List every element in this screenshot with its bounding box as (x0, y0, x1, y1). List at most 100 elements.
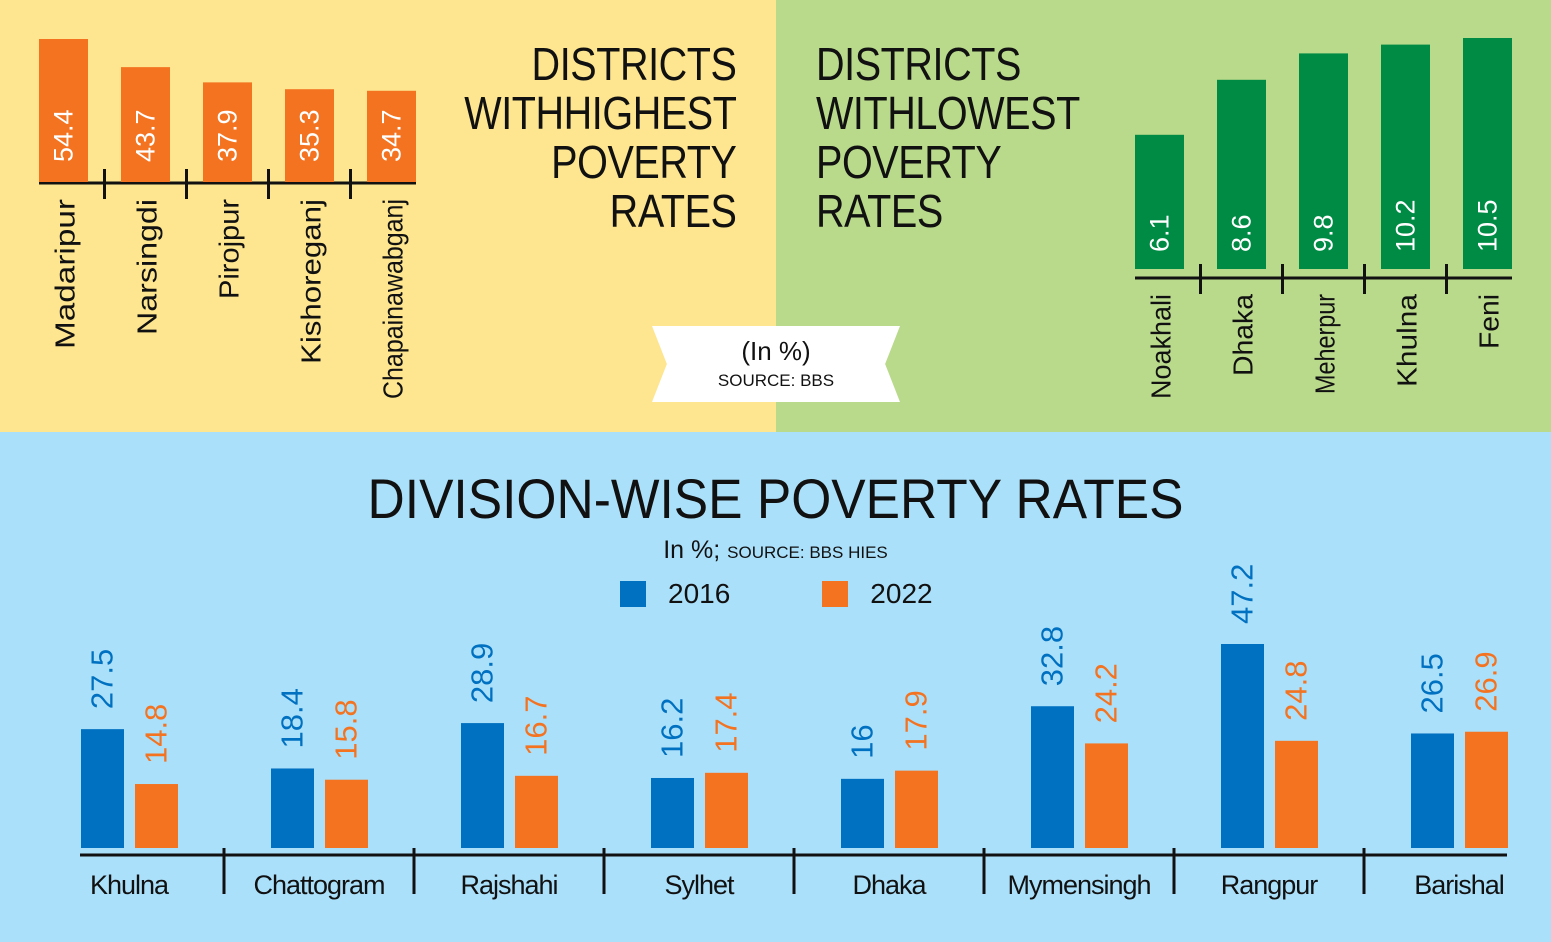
category-label: Rangpur (1221, 870, 1319, 900)
bar-meherpur (1299, 53, 1348, 270)
bar-chattogram-2022 (325, 779, 368, 848)
source-label: SOURCE: BBS (717, 371, 835, 390)
bar-chapainawabganj (367, 90, 416, 182)
data-label: 37.9 (213, 109, 243, 162)
data-label-2022: 14.8 (139, 704, 174, 764)
bar-dhaka (1217, 79, 1266, 269)
bar-sylhet-2022 (705, 772, 748, 848)
bar-rajshahi-2022 (515, 775, 558, 848)
bar-noakhali (1135, 134, 1184, 269)
data-label-2022: 26.9 (1469, 651, 1504, 711)
bar-khulna (1381, 44, 1430, 269)
bar-chattogram-2016 (271, 768, 314, 848)
data-label: 10.2 (1391, 199, 1421, 252)
division-poverty-panel: 27.5 14.8 Khulna 18.4 15.8 Chattogram 28.9 16.7… (0, 432, 1551, 942)
legend-item-2016: 2016 (620, 578, 730, 610)
title-line: POVERTY (816, 136, 1002, 188)
category-label: Narsingdi (132, 199, 163, 335)
category-label: Chattogram (253, 870, 384, 900)
highest-poverty-panel: 54.4 Madaripur 43.7 Narsingdi 37.9 Pirojpur 35… (0, 0, 776, 432)
category-label: Dhaka (1228, 294, 1259, 376)
title-line: POVERTY (550, 136, 737, 188)
bar-mymensingh-2016 (1031, 706, 1074, 848)
lowest-poverty-title: DISTRICTS WITHLOWEST POVERTY RATES (816, 40, 1080, 236)
category-label: Mymensingh (1007, 870, 1150, 900)
bar-rangpur-2016 (1221, 644, 1264, 848)
data-label: 9.8 (1309, 214, 1339, 252)
category-label: Pirojpur (214, 199, 245, 299)
title-line: DISTRICTS (531, 38, 736, 90)
data-label-2022: 17.4 (709, 692, 744, 752)
data-label-2016: 28.9 (465, 643, 500, 703)
data-label-2016: 27.5 (85, 649, 120, 709)
bar-dhaka-2016 (841, 778, 884, 848)
bar-madaripur (39, 39, 88, 182)
category-label: Meherpur (1310, 294, 1341, 394)
bar-mymensingh-2022 (1085, 743, 1128, 848)
data-label: 35.3 (295, 109, 325, 162)
title-line: WITHLOWEST (816, 87, 1080, 139)
category-label: Barishal (1414, 870, 1504, 900)
data-label-2016: 16.2 (655, 698, 690, 758)
lowest-poverty-panel: 6.1 Noakhali 8.6 Dhaka 9.8 Meherpur 10.2 Khulna… (776, 0, 1551, 432)
bar-kishoreganj (285, 89, 334, 182)
bar-rajshahi-2016 (461, 723, 504, 848)
title-line: RATES (816, 185, 943, 237)
bar-rangpur-2022 (1275, 740, 1318, 848)
bar-khulna-2022 (135, 784, 178, 848)
category-label: Kishoreganj (296, 199, 327, 364)
category-label: Madaripur (50, 199, 81, 349)
division-unit: In %; (663, 536, 721, 564)
title-line: WITHHIGHEST (463, 87, 737, 139)
category-label: Rajshahi (460, 870, 557, 900)
title-line: RATES (609, 185, 736, 237)
data-label: 10.5 (1473, 199, 1503, 252)
data-label-2022: 15.8 (329, 699, 364, 759)
legend-item-2022: 2022 (822, 578, 933, 610)
division-source: SOURCE: BBS HIES (727, 543, 888, 562)
bar-barishal-2022 (1465, 731, 1508, 848)
bar-khulna-2016 (81, 729, 124, 848)
division-chart-subtitle: In %; SOURCE: BBS HIES (0, 536, 1551, 565)
data-label: 43.7 (131, 109, 161, 162)
data-label-2022: 24.8 (1279, 660, 1314, 720)
bar-pirojpur (203, 82, 252, 182)
bar-sylhet-2016 (651, 777, 694, 848)
legend-label-2016: 2016 (668, 578, 731, 609)
category-label: Feni (1474, 294, 1505, 349)
division-chart-title: DIVISION-WISE POVERTY RATES (367, 467, 1184, 530)
category-label: Noakhali (1146, 294, 1177, 399)
highest-poverty-chart: 54.4 Madaripur 43.7 Narsingdi 37.9 Pirojpur 35… (39, 39, 416, 399)
data-label: 34.7 (377, 109, 407, 162)
legend-swatch-2016 (620, 581, 646, 607)
data-label-2022: 17.9 (899, 690, 934, 750)
bar-barishal-2016 (1411, 733, 1454, 848)
title-line: DISTRICTS (816, 38, 1021, 90)
category-label: Sylhet (664, 870, 735, 900)
category-label: Khulna (1392, 294, 1423, 387)
legend: 2016 2022 (620, 578, 1025, 610)
data-label-2016: 16 (845, 724, 880, 758)
category-label: Khulna (90, 870, 170, 900)
category-label: Chapainawabganj (378, 199, 409, 399)
unit-source-ribbon: (In %) SOURCE: BBS (652, 326, 900, 402)
highest-poverty-title: DISTRICTS WITHHIGHEST POVERTY RATES (463, 38, 737, 237)
data-label: 8.6 (1227, 214, 1257, 252)
data-label-2016: 26.5 (1415, 653, 1450, 713)
data-label: 54.4 (49, 109, 79, 162)
data-label: 6.1 (1145, 214, 1175, 252)
legend-label-2022: 2022 (870, 578, 933, 609)
lowest-poverty-chart: 6.1 Noakhali 8.6 Dhaka 9.8 Meherpur 10.2 Khulna… (1135, 38, 1512, 399)
unit-label: (In %) (741, 336, 811, 366)
bar-dhaka-2022 (895, 770, 938, 848)
data-label-2016: 32.8 (1035, 626, 1070, 686)
data-label-2016: 47.2 (1225, 564, 1260, 624)
bar-feni (1463, 38, 1512, 269)
division-poverty-chart: 27.5 14.8 Khulna 18.4 15.8 Chattogram 28.9 16.7… (80, 564, 1508, 900)
data-label-2016: 18.4 (275, 688, 310, 748)
legend-swatch-2022 (822, 581, 849, 607)
data-label-2022: 16.7 (519, 695, 554, 755)
bar-narsingdi (121, 67, 170, 182)
data-label-2022: 24.2 (1089, 663, 1124, 723)
category-label: Dhaka (852, 870, 927, 900)
